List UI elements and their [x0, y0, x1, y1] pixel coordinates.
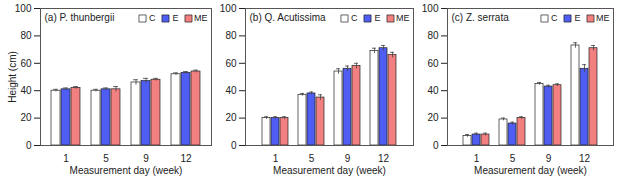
svg-text:C: C — [351, 13, 358, 23]
svg-text:40: 40 — [427, 85, 439, 96]
svg-text:E: E — [374, 13, 380, 23]
svg-text:80: 80 — [225, 30, 237, 41]
svg-text:20: 20 — [20, 112, 32, 123]
svg-text:(b) Q. Acutissima: (b) Q. Acutissima — [250, 12, 327, 23]
svg-text:80: 80 — [427, 30, 439, 41]
svg-text:20: 20 — [225, 112, 237, 123]
svg-text:40: 40 — [20, 85, 32, 96]
svg-text:C: C — [149, 13, 156, 23]
svg-text:80: 80 — [20, 30, 32, 41]
svg-text:ME: ME — [596, 13, 610, 23]
svg-text:12: 12 — [180, 153, 192, 164]
svg-text:100: 100 — [422, 3, 439, 14]
svg-text:5: 5 — [510, 153, 516, 164]
svg-text:100: 100 — [220, 3, 237, 14]
svg-text:0: 0 — [231, 140, 237, 151]
svg-text:9: 9 — [143, 153, 149, 164]
svg-text:E: E — [574, 13, 580, 23]
svg-text:(c) Z. serrata: (c) Z. serrata — [452, 12, 510, 23]
svg-text:12: 12 — [378, 153, 390, 164]
svg-text:Height (cm): Height (cm) — [7, 51, 18, 103]
svg-text:ME: ME — [396, 13, 410, 23]
svg-text:100: 100 — [15, 3, 32, 14]
svg-text:20: 20 — [427, 112, 439, 123]
svg-text:5: 5 — [103, 153, 109, 164]
svg-text:0: 0 — [26, 140, 32, 151]
svg-text:E: E — [172, 13, 178, 23]
svg-text:60: 60 — [225, 58, 237, 69]
svg-text:C: C — [551, 13, 558, 23]
svg-text:1: 1 — [63, 153, 69, 164]
svg-text:60: 60 — [20, 58, 32, 69]
svg-text:0: 0 — [433, 140, 439, 151]
svg-text:5: 5 — [309, 153, 315, 164]
svg-text:Measurement day (week): Measurement day (week) — [70, 165, 183, 176]
svg-text:Measurement day (week): Measurement day (week) — [474, 165, 587, 176]
svg-text:9: 9 — [546, 153, 552, 164]
svg-text:9: 9 — [345, 153, 351, 164]
svg-text:1: 1 — [273, 153, 279, 164]
svg-text:ME: ME — [194, 13, 208, 23]
svg-text:12: 12 — [579, 153, 591, 164]
svg-text:1: 1 — [474, 153, 480, 164]
svg-text:Measurement day (week): Measurement day (week) — [273, 165, 386, 176]
svg-text:40: 40 — [225, 85, 237, 96]
svg-text:60: 60 — [427, 58, 439, 69]
svg-text:(a) P. thunbergii: (a) P. thunbergii — [45, 12, 115, 23]
